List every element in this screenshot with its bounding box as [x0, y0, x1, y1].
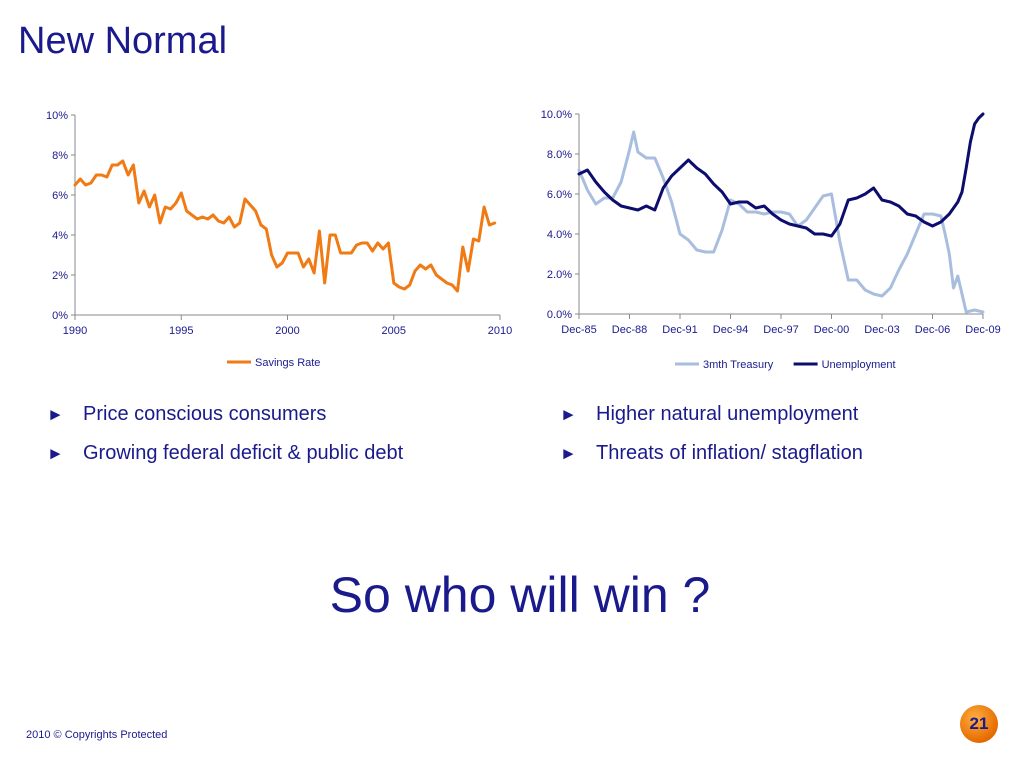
y-tick-label: 4%: [52, 230, 68, 242]
bullet-arrow-icon: ►: [47, 444, 64, 463]
series-line-3mth-treasury: [577, 130, 985, 314]
y-tick-label: 8.0%: [547, 149, 572, 161]
y-tick-label: 8%: [52, 150, 68, 162]
bullet-item: ► Threats of inflation/ stagflation: [560, 442, 863, 481]
bullet-arrow-icon: ►: [47, 405, 64, 424]
x-tick-label: 1990: [63, 325, 87, 337]
y-tick-label: 6%: [52, 190, 68, 202]
page-number-badge: 21: [960, 705, 998, 743]
x-tick-label: Dec-09: [965, 324, 1000, 336]
savings-rate-chart: 0% 2% 4% 6% 8% 10% 1990 1995 2000 2005 2010 Savings…: [46, 110, 512, 369]
x-tick-label: 2010: [488, 325, 512, 337]
y-tick-label: 4.0%: [547, 229, 572, 241]
bullet-arrow-icon: ►: [560, 444, 577, 463]
x-tick-label: 2005: [382, 325, 406, 337]
x-tick-label: Dec-06: [915, 324, 950, 336]
x-tick-label: 1995: [169, 325, 193, 337]
closing-question: So who will win ?: [329, 567, 711, 623]
page-number: 21: [969, 714, 989, 733]
legend-label: Savings Rate: [255, 357, 320, 369]
y-tick-label: 0%: [52, 310, 68, 322]
y-tick-label: 10.0%: [541, 109, 572, 121]
y-tick-label: 10%: [46, 110, 68, 122]
legend-label: 3mth Treasury: [703, 359, 774, 371]
bullet-item: ► Growing federal deficit & public debt: [47, 442, 403, 481]
y-tick-label: 2%: [52, 270, 68, 282]
x-tick-label: Dec-85: [561, 324, 596, 336]
x-tick-label: 2000: [275, 325, 299, 337]
copyright-footer: 2010 © Copyrights Protected: [26, 729, 168, 741]
series-line-savings-rate: [73, 159, 497, 293]
y-tick-label: 0.0%: [547, 309, 572, 321]
y-tick-label: 2.0%: [547, 269, 572, 281]
x-tick-label: Dec-94: [713, 324, 748, 336]
x-tick-label: Dec-91: [662, 324, 697, 336]
series-line-unemployment: [577, 112, 985, 238]
bullet-item: ► Price conscious consumers: [47, 403, 403, 442]
bullet-list-right: ► Higher natural unemployment ► Threats …: [560, 403, 863, 481]
slide-title: New Normal: [18, 20, 228, 62]
x-tick-label: Dec-88: [612, 324, 647, 336]
x-tick-label: Dec-00: [814, 324, 849, 336]
bullet-arrow-icon: ►: [560, 405, 577, 424]
bullet-list-left: ► Price conscious consumers ► Growing fe…: [47, 403, 403, 481]
bullet-text: Higher natural unemployment: [596, 403, 859, 425]
bullet-text: Price conscious consumers: [83, 403, 327, 425]
bullet-item: ► Higher natural unemployment: [560, 403, 863, 442]
x-tick-label: Dec-03: [864, 324, 899, 336]
bullet-text: Growing federal deficit & public debt: [83, 442, 404, 464]
bullet-text: Threats of inflation/ stagflation: [596, 442, 863, 464]
y-tick-label: 6.0%: [547, 189, 572, 201]
legend-label: Unemployment: [822, 359, 896, 371]
x-tick-label: Dec-97: [763, 324, 798, 336]
treasury-unemployment-chart: 0.0% 2.0% 4.0% 6.0% 8.0% 10.0% Dec-85 Dec-88 Dec…: [541, 109, 1001, 371]
